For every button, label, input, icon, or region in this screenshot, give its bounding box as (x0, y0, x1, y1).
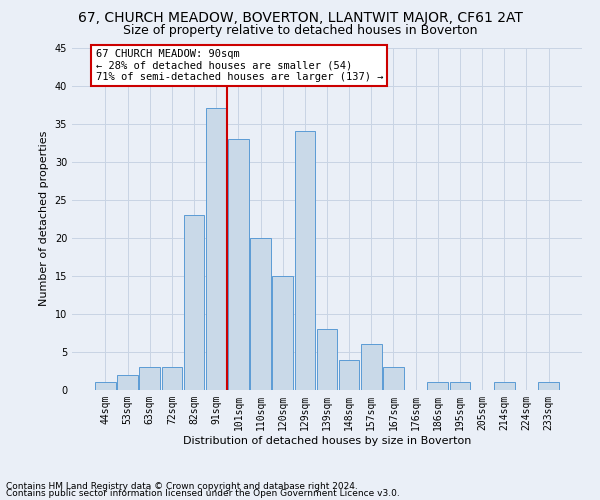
Bar (272, 276, 293, 390)
Bar (250, 238, 271, 390)
Bar (139, 367, 160, 390)
Bar (95, 382, 116, 390)
Bar (295, 131, 315, 390)
Bar (161, 367, 182, 390)
Bar (449, 382, 470, 390)
Bar (184, 215, 205, 390)
Bar (317, 329, 337, 390)
Text: 67, CHURCH MEADOW, BOVERTON, LLANTWIT MAJOR, CF61 2AT: 67, CHURCH MEADOW, BOVERTON, LLANTWIT MA… (77, 11, 523, 25)
Bar (118, 375, 138, 390)
Bar (228, 139, 248, 390)
X-axis label: Distribution of detached houses by size in Boverton: Distribution of detached houses by size … (183, 436, 471, 446)
Text: Contains public sector information licensed under the Open Government Licence v3: Contains public sector information licen… (6, 489, 400, 498)
Bar (206, 108, 227, 390)
Bar (427, 382, 448, 390)
Bar (494, 382, 515, 390)
Text: Contains HM Land Registry data © Crown copyright and database right 2024.: Contains HM Land Registry data © Crown c… (6, 482, 358, 491)
Bar (339, 360, 359, 390)
Text: 67 CHURCH MEADOW: 90sqm
← 28% of detached houses are smaller (54)
71% of semi-de: 67 CHURCH MEADOW: 90sqm ← 28% of detache… (95, 49, 383, 82)
Bar (383, 367, 404, 390)
Text: Size of property relative to detached houses in Boverton: Size of property relative to detached ho… (123, 24, 477, 37)
Y-axis label: Number of detached properties: Number of detached properties (39, 131, 49, 306)
Bar (361, 344, 382, 390)
Bar (538, 382, 559, 390)
